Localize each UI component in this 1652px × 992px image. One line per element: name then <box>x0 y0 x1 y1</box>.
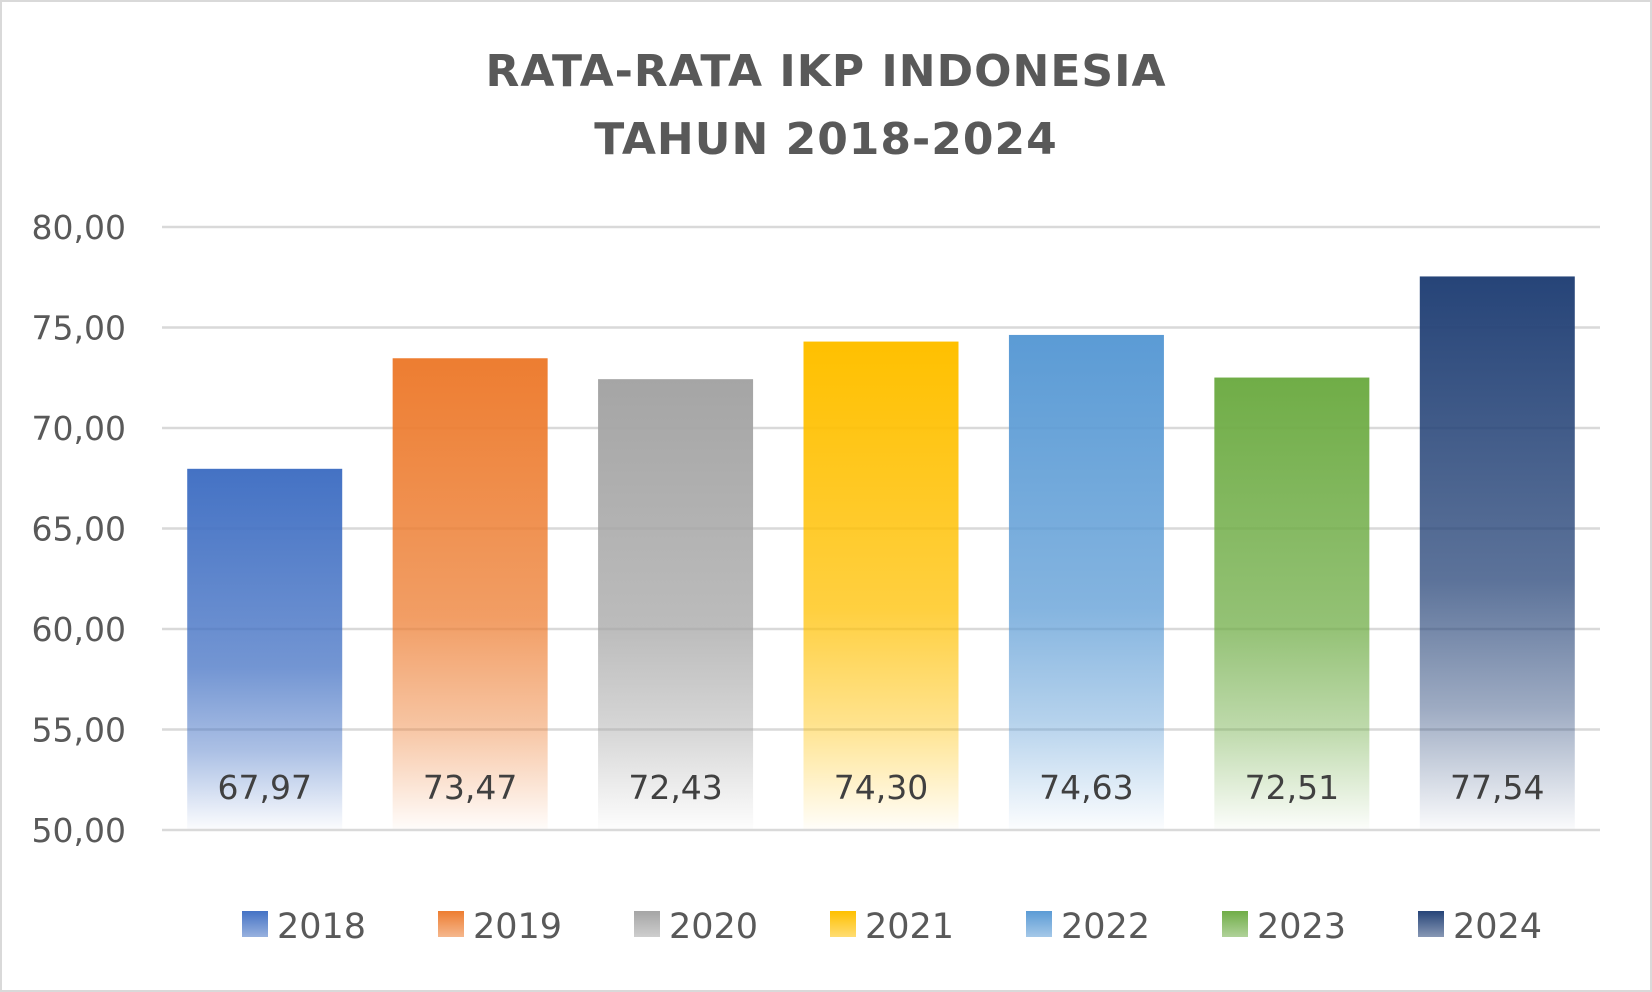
data-label-2020: 72,43 <box>628 768 722 807</box>
y-tick-label-75-00: 75,00 <box>32 309 126 348</box>
legend-swatch-2019 <box>438 911 464 937</box>
data-label-2018: 67,97 <box>217 768 311 807</box>
legend-item-2022: 2022 <box>1026 907 1150 947</box>
y-tick-label-65-00: 65,00 <box>32 510 126 549</box>
legend-swatch-2018 <box>242 911 268 937</box>
legend-label-2021: 2021 <box>865 907 954 947</box>
bar-2019 <box>392 358 548 830</box>
bar-2020 <box>598 379 754 830</box>
legend-item-2021: 2021 <box>830 907 954 947</box>
data-label-2024: 77,54 <box>1450 768 1544 807</box>
legend-label-2020: 2020 <box>669 907 758 947</box>
bar-2022 <box>1008 334 1164 830</box>
y-tick-label-80-00: 80,00 <box>32 208 126 247</box>
legend-label-2022: 2022 <box>1061 907 1150 947</box>
bar-2021 <box>803 341 959 830</box>
legend-item-2024: 2024 <box>1418 907 1542 947</box>
chart-title: RATA-RATA IKP INDONESIA TAHUN 2018-2024 <box>485 46 1166 165</box>
legend-label-2019: 2019 <box>473 907 562 947</box>
bar-2023 <box>1214 377 1370 830</box>
legend-label-2018: 2018 <box>277 907 366 947</box>
y-tick-label-60-00: 60,00 <box>32 610 126 649</box>
legend-swatch-2022 <box>1026 911 1052 937</box>
legend-swatch-2020 <box>634 911 660 937</box>
chart-title-line-2: TAHUN 2018-2024 <box>594 114 1058 165</box>
data-label-2023: 72,51 <box>1245 768 1339 807</box>
data-label-2021: 74,30 <box>834 768 928 807</box>
data-label-2019: 73,47 <box>423 768 517 807</box>
data-label-2022: 74,63 <box>1039 768 1133 807</box>
chart-title-line-1: RATA-RATA IKP INDONESIA <box>485 46 1166 97</box>
legend-label-2023: 2023 <box>1257 907 1346 947</box>
legend-item-2020: 2020 <box>634 907 758 947</box>
bar-2024 <box>1419 276 1575 830</box>
legend-item-2023: 2023 <box>1222 907 1346 947</box>
legend-label-2024: 2024 <box>1453 907 1542 947</box>
y-axis-tick-labels: 50,00 55,00 60,00 65,00 70,00 75,00 80,00 <box>32 208 126 850</box>
legend-item-2019: 2019 <box>438 907 562 947</box>
legend-swatch-2024 <box>1418 911 1444 937</box>
y-tick-label-70-00: 70,00 <box>32 409 126 448</box>
y-tick-label-55-00: 55,00 <box>32 711 126 750</box>
bar-2018 <box>187 468 343 830</box>
bars <box>187 276 1575 830</box>
legend-swatch-2021 <box>830 911 856 937</box>
data-labels: 67,97 73,47 72,43 74,30 74,63 72,51 77,54 <box>217 768 1544 807</box>
legend-swatch-2023 <box>1222 911 1248 937</box>
legend-item-2018: 2018 <box>242 907 366 947</box>
legend: 2018 2019 2020 2021 2022 2023 2024 <box>242 907 1542 947</box>
y-tick-label-50-00: 50,00 <box>32 811 126 850</box>
